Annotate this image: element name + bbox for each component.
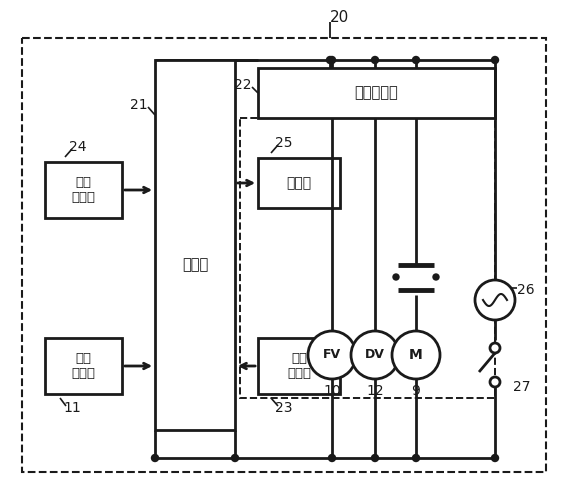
Text: 21: 21 [130, 98, 148, 112]
Text: 23: 23 [275, 401, 292, 415]
Text: 12: 12 [366, 384, 384, 398]
Circle shape [372, 56, 378, 64]
Bar [258, 338, 340, 394]
Circle shape [308, 331, 356, 379]
Text: DV: DV [365, 348, 385, 362]
Text: 20: 20 [331, 10, 349, 26]
Bar [258, 158, 340, 208]
Circle shape [490, 377, 500, 387]
Text: 水位
检测部: 水位 检测部 [72, 352, 96, 380]
Text: 11: 11 [63, 401, 81, 415]
Bar [155, 60, 235, 430]
Text: 控制部: 控制部 [182, 258, 208, 272]
Circle shape [393, 274, 399, 280]
Circle shape [475, 280, 515, 320]
Circle shape [328, 56, 336, 64]
Circle shape [151, 454, 159, 462]
Circle shape [413, 56, 419, 64]
Text: 电源开关部: 电源开关部 [354, 86, 398, 100]
Circle shape [351, 331, 399, 379]
Circle shape [372, 454, 378, 462]
Text: 输入
设定部: 输入 设定部 [72, 176, 96, 204]
Circle shape [490, 343, 500, 353]
Text: 25: 25 [275, 136, 292, 150]
Circle shape [433, 274, 439, 280]
Text: 22: 22 [234, 78, 252, 92]
Text: 显示部: 显示部 [286, 176, 312, 190]
Text: 26: 26 [517, 283, 535, 297]
Circle shape [492, 56, 498, 64]
Bar [45, 162, 122, 218]
Bar [258, 68, 495, 118]
Text: FV: FV [323, 348, 341, 362]
Circle shape [327, 56, 333, 64]
Bar [45, 338, 122, 394]
Text: 布量
检测部: 布量 检测部 [287, 352, 311, 380]
Text: 10: 10 [323, 384, 341, 398]
Circle shape [492, 454, 498, 462]
Bar [240, 118, 495, 398]
Text: 24: 24 [69, 140, 86, 154]
Text: 27: 27 [513, 380, 530, 394]
Bar [22, 38, 546, 472]
Circle shape [328, 454, 336, 462]
Circle shape [413, 454, 419, 462]
Circle shape [392, 331, 440, 379]
Text: 9: 9 [411, 384, 420, 398]
Circle shape [232, 454, 238, 462]
Text: M: M [409, 348, 423, 362]
